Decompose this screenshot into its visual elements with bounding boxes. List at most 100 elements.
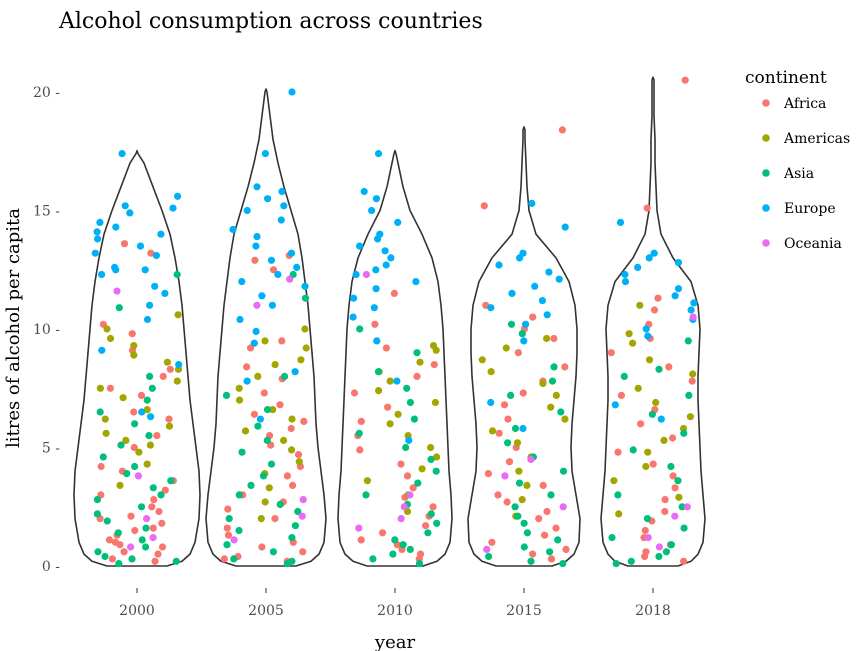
- data-point-americas: [173, 377, 181, 385]
- data-point-oceania: [230, 536, 238, 544]
- data-point-americas: [102, 429, 110, 437]
- data-point-americas: [502, 344, 510, 352]
- data-point-americas: [418, 465, 426, 473]
- data-point-africa: [671, 484, 679, 492]
- data-point-africa: [552, 524, 560, 532]
- data-point-africa: [153, 432, 161, 440]
- data-point-europe: [555, 275, 563, 283]
- data-point-europe: [360, 187, 368, 196]
- data-point-asia: [678, 503, 686, 511]
- data-point-americas: [257, 515, 265, 523]
- data-point-americas: [130, 351, 138, 359]
- data-point-africa: [529, 550, 537, 558]
- data-point-africa: [669, 472, 677, 480]
- legend-key-americas: [762, 134, 770, 142]
- data-point-asia: [391, 536, 399, 544]
- data-point-europe: [372, 195, 380, 203]
- data-point-europe: [508, 289, 516, 297]
- data-point-asia: [614, 491, 622, 499]
- points-layer: [91, 76, 698, 568]
- data-point-americas: [634, 384, 642, 392]
- data-point-oceania: [483, 545, 491, 554]
- data-point-africa: [495, 429, 503, 437]
- data-point-africa: [251, 256, 259, 264]
- data-point-europe: [121, 202, 129, 210]
- data-point-africa: [105, 536, 114, 544]
- data-point-europe: [268, 301, 276, 309]
- data-point-europe: [94, 235, 102, 243]
- data-point-asia: [131, 420, 139, 428]
- data-point-asia: [142, 524, 150, 532]
- data-point-asia: [507, 391, 515, 399]
- data-point-asia: [648, 410, 657, 418]
- data-point-africa: [130, 443, 138, 452]
- data-point-africa: [403, 472, 412, 480]
- legend-key-africa: [762, 99, 770, 107]
- data-point-africa: [429, 503, 437, 511]
- violins-layer: [73, 76, 706, 567]
- data-point-europe: [611, 401, 619, 409]
- data-point-africa: [137, 391, 146, 399]
- data-point-europe: [98, 346, 106, 354]
- data-point-oceania: [362, 270, 370, 279]
- data-point-africa: [379, 529, 387, 537]
- data-point-europe: [349, 313, 357, 321]
- data-point-asia: [222, 391, 231, 399]
- data-point-asia: [157, 491, 165, 499]
- data-point-africa: [416, 550, 425, 558]
- data-point-europe: [372, 266, 380, 274]
- data-point-americas: [297, 356, 305, 364]
- data-point-europe: [98, 270, 106, 279]
- data-point-asia: [608, 534, 616, 542]
- data-point-africa: [562, 545, 570, 554]
- data-point-europe: [657, 415, 665, 423]
- data-point-americas: [261, 498, 269, 506]
- data-point-africa: [384, 403, 392, 411]
- data-point-americas: [241, 427, 250, 435]
- data-point-africa: [500, 401, 509, 409]
- data-point-europe: [381, 247, 389, 255]
- data-point-europe: [393, 377, 401, 385]
- data-point-americas: [488, 427, 497, 435]
- data-point-africa: [258, 543, 266, 551]
- data-point-asia: [680, 524, 688, 532]
- data-point-asia: [685, 391, 693, 399]
- data-point-africa: [607, 349, 615, 357]
- data-point-africa: [494, 491, 502, 499]
- data-point-asia: [263, 436, 271, 444]
- data-point-europe: [519, 424, 527, 433]
- data-point-europe: [519, 249, 527, 257]
- legend-label: Europe: [784, 201, 836, 217]
- y-tick-label: 15 -: [33, 204, 60, 220]
- data-point-africa: [661, 496, 669, 504]
- data-point-americas: [288, 446, 296, 454]
- data-point-africa: [131, 526, 139, 535]
- data-point-asia: [515, 479, 524, 487]
- data-point-asia: [424, 529, 432, 537]
- legend-title: continent: [745, 68, 827, 88]
- x-tick-label: 2005: [248, 603, 284, 619]
- data-point-europe: [538, 297, 547, 305]
- data-point-asia: [548, 377, 557, 385]
- data-point-africa: [539, 481, 547, 489]
- data-point-asia: [612, 560, 620, 568]
- data-point-americas: [416, 358, 424, 366]
- data-point-asia: [238, 448, 246, 456]
- data-point-africa: [246, 344, 255, 352]
- data-point-asia: [276, 500, 284, 508]
- data-point-europe: [175, 361, 183, 369]
- data-point-americas: [295, 458, 303, 466]
- violin-2000: [73, 149, 201, 567]
- data-point-europe: [405, 436, 413, 444]
- data-point-europe: [157, 230, 165, 238]
- data-point-africa: [541, 531, 549, 539]
- data-point-asia: [142, 543, 150, 551]
- data-point-asia: [514, 512, 522, 520]
- data-point-asia: [485, 552, 493, 561]
- data-point-americas: [254, 372, 262, 380]
- data-point-africa: [127, 512, 135, 520]
- data-point-oceania: [501, 472, 509, 480]
- data-point-asia: [507, 320, 516, 328]
- data-point-americas: [547, 403, 555, 411]
- data-point-africa: [519, 389, 527, 397]
